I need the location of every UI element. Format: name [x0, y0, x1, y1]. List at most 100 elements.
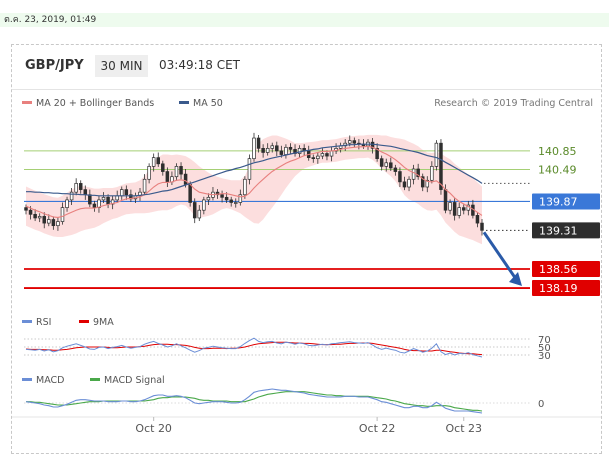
candle-body-50	[252, 137, 256, 160]
time-tick-label-0: Oct 20	[135, 422, 172, 435]
candle-body-95	[457, 207, 461, 216]
level-badge-3	[532, 222, 600, 239]
rsi-ma-legend-swatch	[79, 320, 89, 323]
rsi-ref-label-1: 50	[538, 343, 551, 354]
macd-panel: 0	[24, 388, 544, 414]
level-label-2: 139.87	[539, 195, 578, 208]
chart-canvas: MA 20 + Bollinger Bands MA 50 Research ©…	[12, 98, 601, 435]
level-badge-2	[532, 193, 600, 210]
candle-body-53	[265, 148, 270, 153]
candle-body-52	[261, 148, 265, 153]
candle-body-34	[179, 166, 183, 175]
ma20-legend-swatch	[22, 101, 32, 104]
header-divider	[12, 89, 601, 90]
candle-body-58	[288, 146, 293, 150]
bollinger-band	[26, 134, 482, 245]
candle-body-66	[325, 153, 329, 157]
chart-card: GBP/JPY 30 MIN 03:49:18 CET MA 20 + Boll…	[11, 44, 602, 454]
candle-body-91	[439, 142, 443, 190]
candle-body-80	[389, 162, 393, 169]
candle-body-57	[284, 146, 288, 155]
candle-body-44	[224, 196, 229, 201]
candle-body-9	[65, 199, 69, 208]
candle-body-1	[28, 209, 33, 215]
candle-body-26	[142, 178, 147, 193]
candle-body-46	[234, 202, 238, 204]
level-label-1: 140.49	[538, 163, 577, 176]
candle-body-85	[411, 168, 416, 180]
candle-body-3	[37, 216, 42, 219]
candle-body-71	[348, 140, 352, 144]
timestamp: ต.ค. 23, 2019, 01:49	[4, 15, 97, 25]
candle-body-48	[243, 178, 247, 196]
candle-body-47	[238, 194, 243, 203]
candle-body-2	[33, 213, 37, 219]
time-tick-label-2: Oct 23	[446, 422, 483, 435]
ma20-legend-label: MA 20 + Bollinger Bands	[36, 98, 154, 109]
candle-body-86	[416, 168, 420, 178]
candle-body-27	[147, 166, 151, 180]
candle-body-78	[379, 158, 384, 167]
candle-body-12	[78, 183, 83, 190]
candle-body-14	[88, 194, 92, 205]
rsi-ref-label-2: 70	[538, 335, 551, 346]
candle-body-35	[183, 173, 188, 185]
ma20-line	[25, 145, 483, 218]
level-label-4: 138.56	[539, 263, 578, 276]
candle-body-55	[275, 145, 279, 152]
chart-time: 03:49:18 CET	[159, 58, 240, 72]
candle-body-60	[297, 148, 302, 154]
macd-signal-legend-label: MACD Signal	[104, 375, 165, 386]
level-badge-5	[532, 280, 600, 297]
candle-body-38	[197, 209, 202, 219]
candle-body-79	[384, 162, 388, 167]
timestamp-bar: ต.ค. 23, 2019, 01:49	[0, 13, 609, 27]
candle-body-89	[430, 166, 434, 181]
candle-body-72	[352, 140, 357, 144]
candle-body-84	[407, 178, 411, 188]
candle-body-36	[188, 184, 192, 203]
candle-body-0	[24, 207, 28, 211]
macd-zero-label: 0	[538, 399, 544, 410]
rsi-ma-legend-label: 9MA	[93, 317, 114, 328]
candle-body-63	[311, 157, 316, 160]
macd-legend-swatch	[22, 378, 32, 381]
candle-body-30	[161, 163, 165, 172]
ma50-legend-swatch	[179, 101, 189, 104]
candle-body-93	[448, 202, 452, 211]
candle-body-13	[83, 189, 88, 196]
level-label-3: 139.31	[539, 224, 578, 237]
candle-body-99	[475, 215, 480, 224]
level-label-5: 138.19	[539, 282, 578, 295]
candle-body-40	[206, 196, 211, 201]
candle-body-29	[156, 157, 160, 165]
projection-arrow-head	[509, 272, 522, 287]
candle-body-5	[47, 219, 51, 224]
candle-body-17	[101, 196, 106, 201]
timeframe-badge[interactable]: 30 MIN	[95, 55, 148, 77]
chart-header: GBP/JPY 30 MIN 03:49:18 CET	[12, 45, 601, 89]
source-credit: Research © 2019 Trading Central	[434, 98, 593, 109]
candle-body-49	[247, 158, 252, 180]
rsi-legend-swatch	[22, 320, 32, 323]
candle-body-45	[229, 199, 233, 203]
candle-body-56	[279, 150, 284, 155]
candle-body-37	[192, 202, 197, 219]
candle-body-7	[56, 221, 60, 227]
projection-arrow-shaft	[482, 231, 518, 280]
macd-line	[25, 388, 483, 414]
macd-legend-label: MACD	[36, 375, 64, 386]
time-axis: Oct 20 Oct 22 Oct 23	[135, 417, 482, 435]
candle-body-15	[92, 203, 97, 208]
candle-body-92	[443, 189, 448, 211]
candle-body-43	[220, 194, 224, 198]
candle-body-8	[60, 207, 65, 222]
candle-body-76	[370, 141, 375, 149]
level-label-0: 140.85	[538, 145, 577, 158]
candle-body-88	[425, 179, 430, 188]
rsi-legend-label: RSI	[36, 317, 51, 328]
rsi-ref-label-0: 30	[538, 351, 551, 362]
candle-body-18	[106, 196, 110, 205]
candle-body-83	[402, 181, 407, 188]
